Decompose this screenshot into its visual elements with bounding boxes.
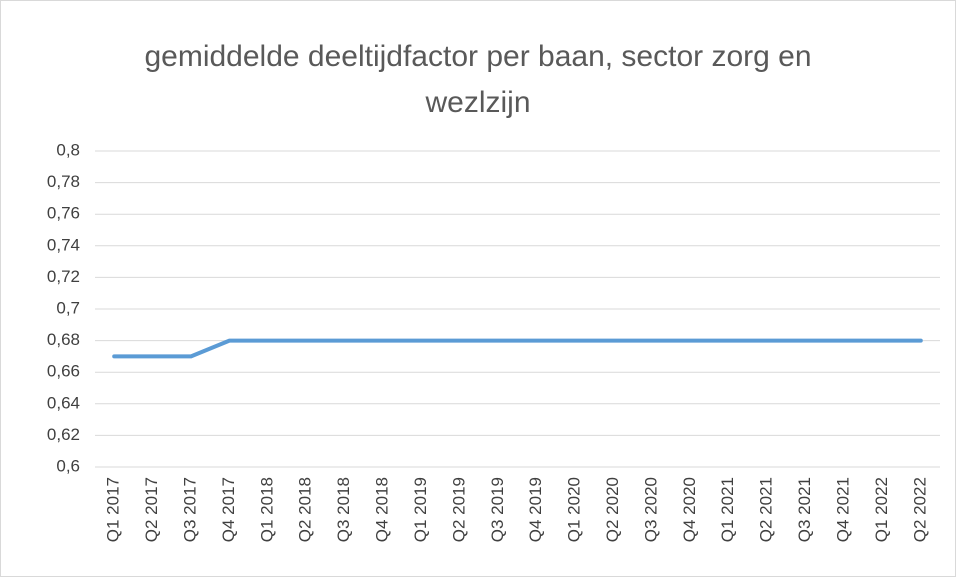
y-tick-label: 0,78 xyxy=(47,172,80,191)
chart-title: gemiddelde deeltijdfactor per baan, sect… xyxy=(144,40,812,119)
x-tick-label: Q3 2020 xyxy=(641,477,660,542)
x-tick-label: Q1 2017 xyxy=(104,477,123,542)
x-tick-label: Q2 2019 xyxy=(449,477,468,542)
x-tick-label: Q3 2021 xyxy=(795,477,814,542)
x-tick-label: Q1 2022 xyxy=(872,477,891,542)
y-tick-label: 0,74 xyxy=(47,235,80,254)
y-tick-label: 0,68 xyxy=(47,330,80,349)
x-tick-label: Q1 2019 xyxy=(411,477,430,542)
x-tick-label: Q4 2020 xyxy=(680,477,699,542)
x-tick-label: Q4 2019 xyxy=(526,477,545,542)
x-tick-label: Q1 2021 xyxy=(718,477,737,542)
x-tick-label: Q2 2021 xyxy=(757,477,776,542)
x-tick-label: Q2 2018 xyxy=(296,477,315,542)
y-tick-label: 0,62 xyxy=(47,425,80,444)
y-tick-label: 0,64 xyxy=(47,393,80,412)
x-tick-label: Q2 2017 xyxy=(142,477,161,542)
x-tick-label: Q2 2020 xyxy=(603,477,622,542)
x-tick-label: Q2 2022 xyxy=(910,477,929,542)
y-tick-label: 0,6 xyxy=(56,456,80,475)
x-tick-label: Q1 2018 xyxy=(257,477,276,542)
x-tick-label: Q4 2021 xyxy=(833,477,852,542)
x-tick-label: Q3 2019 xyxy=(488,477,507,542)
x-tick-label: Q4 2017 xyxy=(219,477,238,542)
x-tick-label: Q3 2018 xyxy=(334,477,353,542)
x-tick-label: Q1 2020 xyxy=(565,477,584,542)
x-tick-label: Q3 2017 xyxy=(181,477,200,542)
data-line xyxy=(112,338,923,359)
y-tick-label: 0,8 xyxy=(56,140,80,159)
y-tick-label: 0,66 xyxy=(47,362,80,381)
x-tick-label: Q4 2018 xyxy=(373,477,392,542)
y-tick-label: 0,7 xyxy=(56,298,80,317)
y-tick-label: 0,72 xyxy=(47,267,80,286)
y-tick-label: 0,76 xyxy=(47,204,80,223)
